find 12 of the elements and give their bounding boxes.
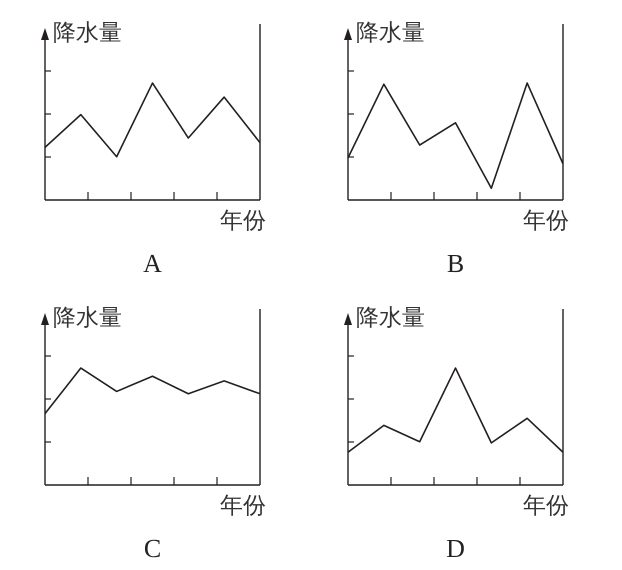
x-axis-title: 年份 xyxy=(220,493,266,519)
y-axis-title: 降水量 xyxy=(53,305,122,331)
x-axis-title: 年份 xyxy=(220,208,266,234)
x-axis-title: 年份 xyxy=(523,208,569,234)
text: B xyxy=(446,249,464,278)
text: C xyxy=(144,534,162,563)
y-axis-title: 降水量 xyxy=(356,305,425,331)
text: D xyxy=(446,534,465,563)
text: A xyxy=(143,249,162,278)
y-axis-title: 降水量 xyxy=(356,20,425,46)
x-axis-title: 年份 xyxy=(523,493,569,519)
y-axis-title: 降水量 xyxy=(53,20,122,46)
